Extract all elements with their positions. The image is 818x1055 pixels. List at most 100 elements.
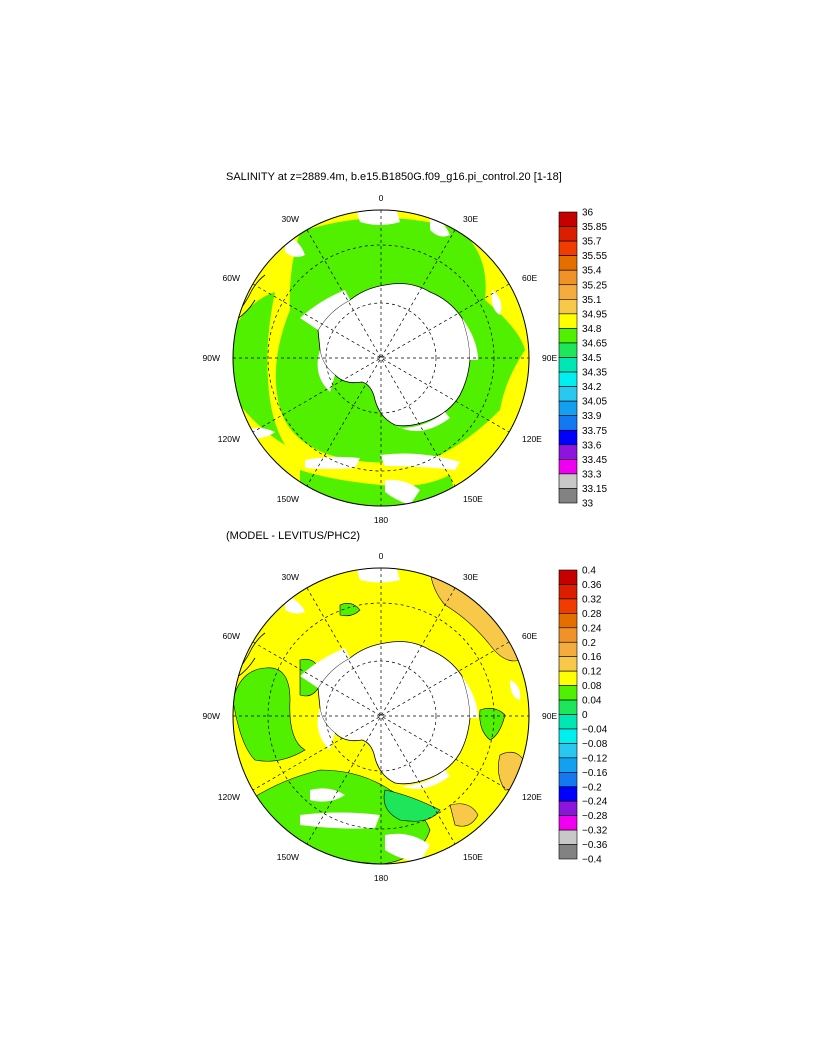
label-60e: 60E: [522, 273, 537, 283]
colorbar-label: −0.36: [582, 840, 608, 851]
antarctica-continent-2: [317, 641, 471, 785]
colorbar-box: [558, 656, 578, 672]
colorbar-label: 35.85: [582, 222, 607, 233]
colorbar-box: [558, 699, 578, 715]
colorbar-box: [558, 328, 578, 344]
label-120w: 120W: [218, 434, 240, 444]
label2-120e: 120E: [522, 792, 542, 802]
colorbar-label: 0.2: [582, 638, 596, 649]
label-30w: 30W: [282, 214, 299, 224]
colorbar-box: [558, 757, 578, 773]
colorbar-label: 0.4: [582, 566, 596, 577]
map2-lon-labels: 0 30E 60E 90E 120E 150E 180 150W 120W 90…: [203, 551, 558, 883]
colorbar-box: [558, 844, 578, 860]
colorbar-label: 33.45: [582, 455, 607, 466]
antarctica-continent: [317, 283, 471, 427]
colorbar-box: [558, 743, 578, 759]
colorbar-label: −0.04: [582, 724, 608, 735]
colorbar-box: [558, 429, 578, 446]
colorbar-label: −0.28: [582, 811, 608, 822]
colorbar-label: −0.32: [582, 826, 608, 837]
colorbar-box: [558, 226, 578, 242]
label-90w: 90W: [203, 353, 220, 363]
diff-orange-se: [449, 803, 479, 827]
colorbar-label: 34.95: [582, 309, 607, 320]
colorbar-box: [558, 284, 578, 300]
colorbar-label: 33: [582, 499, 594, 510]
label2-30e: 30E: [463, 572, 478, 582]
colorbar-label: −0.24: [582, 797, 608, 808]
colorbar-box: [558, 371, 578, 387]
colorbar-box: [558, 598, 578, 614]
diff-green-west: [233, 667, 306, 762]
label-150w: 150W: [277, 494, 299, 504]
label2-120w: 120W: [218, 792, 240, 802]
colorbar-label: 33.6: [582, 440, 602, 451]
colorbar-box: [558, 670, 578, 686]
diff-green-north: [339, 603, 361, 617]
label-60w: 60W: [223, 273, 240, 283]
ice-patch-north: [355, 210, 400, 225]
colorbar-label: 36: [582, 208, 594, 219]
colorbar-box: [558, 400, 578, 416]
colorbar-label: −0.12: [582, 753, 608, 764]
colorbar-label: 0.12: [582, 667, 602, 678]
colorbar-label: 35.7: [582, 237, 602, 248]
label2-180: 180: [374, 873, 388, 883]
colorbar-label: −0.4: [582, 855, 602, 866]
colorbar-label: 34.35: [582, 368, 607, 379]
label2-90w: 90W: [203, 711, 220, 721]
colorbar-box: [558, 255, 578, 271]
colorbar-box: [558, 240, 578, 256]
colorbar-label: 0.32: [582, 594, 602, 605]
ocean-green-west: [233, 292, 285, 445]
label-180: 180: [374, 515, 388, 525]
ice-patch-south-2: [380, 453, 460, 470]
colorbar-label: 34.2: [582, 382, 602, 393]
colorbar-box: [558, 786, 578, 802]
colorbar-box: [558, 829, 578, 845]
label-120e: 120E: [522, 434, 542, 444]
colorbar-label: 34.65: [582, 338, 607, 349]
colorbar-box: [558, 627, 578, 643]
salinity-map: [233, 210, 529, 506]
label2-150e: 150E: [463, 852, 483, 862]
colorbar-label: 0.16: [582, 652, 602, 663]
colorbar-label: 33.3: [582, 469, 602, 480]
colorbar-label: 33.75: [582, 426, 607, 437]
colorbar-box: [558, 641, 578, 657]
label2-90e: 90E: [542, 711, 557, 721]
colorbar-label: 33.9: [582, 411, 602, 422]
colorbar-box: [558, 342, 578, 358]
colorbar-label: 34.05: [582, 397, 607, 408]
label2-60w: 60W: [223, 631, 240, 641]
colorbar-box: [558, 211, 578, 227]
colorbar-box: [558, 444, 578, 460]
ice-patch-east: [491, 290, 502, 315]
colorbar-box: [558, 800, 578, 816]
graticule-1: [233, 210, 529, 506]
colorbar-box: [558, 269, 578, 286]
colorbar-1: 36 35.85 35.7 35.55 35.4 35.25 35.1 34.95 34.8 34…: [558, 208, 607, 510]
colorbar-box: [558, 488, 578, 504]
colorbar-label: 34.8: [582, 324, 602, 335]
diff-ice-east: [510, 680, 521, 700]
colorbar-label: 34.5: [582, 353, 602, 364]
colorbar-label: 35.1: [582, 295, 602, 306]
diff-ice-150e: [385, 833, 430, 862]
label-30e: 30E: [463, 214, 478, 224]
colorbar-label: 0.24: [582, 623, 602, 634]
colorbar-box: [558, 685, 578, 701]
label2-150w: 150W: [277, 852, 299, 862]
label-150e: 150E: [463, 494, 483, 504]
colorbar-box: [558, 569, 578, 585]
diff-orange-e: [498, 751, 529, 791]
panel2-title: (MODEL - LEVITUS/PHC2): [226, 530, 361, 542]
difference-map: [233, 568, 529, 864]
colorbar-label: 35.55: [582, 251, 607, 262]
label2-30w: 30W: [282, 572, 299, 582]
colorbar-label: 0: [582, 710, 588, 721]
colorbar-box: [558, 459, 578, 475]
colorbar-label: 0.08: [582, 681, 602, 692]
graticule-2: [233, 568, 529, 864]
